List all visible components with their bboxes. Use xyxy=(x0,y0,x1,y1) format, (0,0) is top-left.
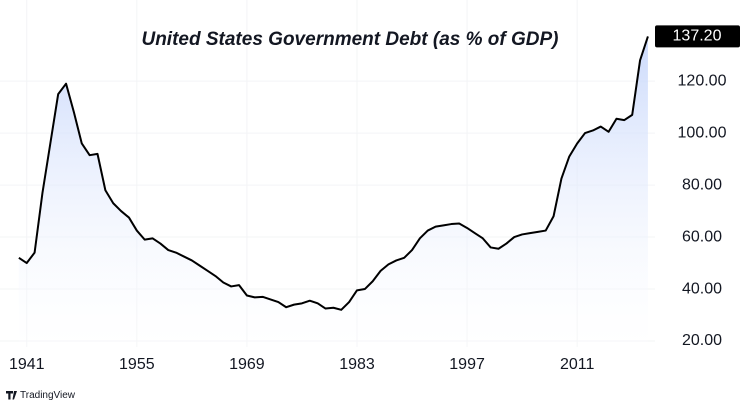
y-tick-label: 80.00 xyxy=(682,176,722,193)
branding: TradingView xyxy=(20,390,76,401)
y-tick-label: 40.00 xyxy=(682,280,722,297)
last-value-box xyxy=(655,25,740,48)
y-tick-label: 100.00 xyxy=(678,124,727,141)
chart-title: United States Government Debt (as % of G… xyxy=(141,29,558,50)
y-tick-label: 20.00 xyxy=(682,332,722,349)
branding-logo xyxy=(6,391,17,400)
x-tick-label: 1955 xyxy=(119,356,155,373)
x-tick-label: 1983 xyxy=(339,356,375,373)
last-value-label: 137.20 xyxy=(673,28,722,45)
axes: 20.00 40.00 60.00 80.00 100.00 120.00 1941 1955… xyxy=(9,25,740,373)
line xyxy=(18,36,649,311)
plot xyxy=(18,36,649,347)
x-tick-label: 1941 xyxy=(9,356,45,373)
x-tick-label: 1997 xyxy=(449,356,485,373)
area-fill xyxy=(18,36,648,347)
y-tick-label: 120.00 xyxy=(678,72,727,89)
x-tick-label: 2011 xyxy=(560,356,595,373)
y-tick-label: 60.00 xyxy=(682,228,722,245)
x-tick-label: 1969 xyxy=(229,356,265,373)
